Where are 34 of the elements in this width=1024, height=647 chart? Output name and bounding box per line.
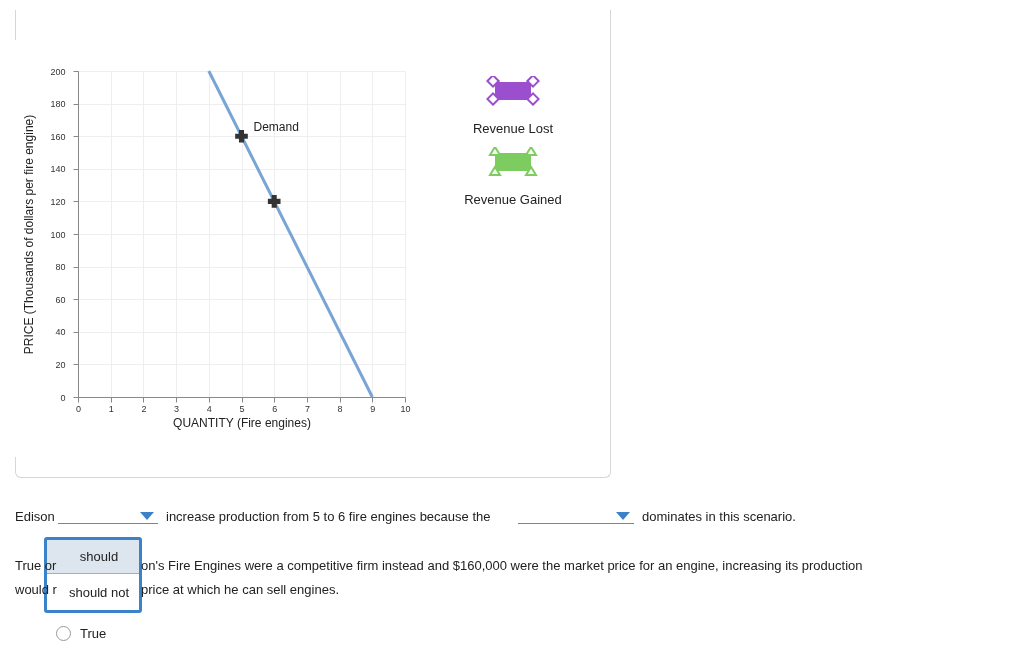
x-tick-label: 6 <box>272 403 278 414</box>
x-axis-title: QUANTITY (Fire engines) <box>173 415 311 430</box>
x-tick-label: 9 <box>370 403 376 414</box>
x-tick-label: 1 <box>108 403 114 414</box>
text: True <box>80 626 107 641</box>
y-axis-title: PRICE (Thousands of dollars per fire engine) <box>22 114 37 355</box>
text: dominates in this scenario. <box>642 509 796 524</box>
text: should not <box>69 585 129 600</box>
y-tick-label: 200 <box>50 66 66 77</box>
x-tick-label: 5 <box>239 403 245 414</box>
annotation: Demand <box>253 120 299 135</box>
y-tick-label: 80 <box>55 262 66 273</box>
x-tick-label: 2 <box>141 403 147 414</box>
y-tick-label: 60 <box>55 294 66 305</box>
y-tick-label: 20 <box>55 359 66 370</box>
y-tick-label: 140 <box>50 164 66 175</box>
y-tick-label: 0 <box>60 392 66 403</box>
y-tick-label: 160 <box>50 131 66 142</box>
x-tick-label: 7 <box>304 403 310 414</box>
y-tick-label: 100 <box>50 229 66 240</box>
y-tick-label: 40 <box>55 327 66 338</box>
text: price at which he can sell engines. <box>141 582 340 597</box>
x-tick-label: 4 <box>206 403 212 414</box>
x-tick-label: 0 <box>75 403 82 414</box>
x-tick-label: 3 <box>174 403 180 414</box>
y-tick-label: 180 <box>50 99 66 110</box>
text: Revenue Lost <box>472 121 554 136</box>
text: Edison <box>15 509 55 524</box>
x-tick-label: 10 <box>400 403 411 414</box>
x-tick-label: 8 <box>337 403 343 414</box>
text: Revenue Gained <box>464 192 562 207</box>
text: should <box>79 549 119 564</box>
y-tick-label: 120 <box>50 196 66 207</box>
text: increase production from 5 to 6 fire engines because the <box>166 509 491 524</box>
